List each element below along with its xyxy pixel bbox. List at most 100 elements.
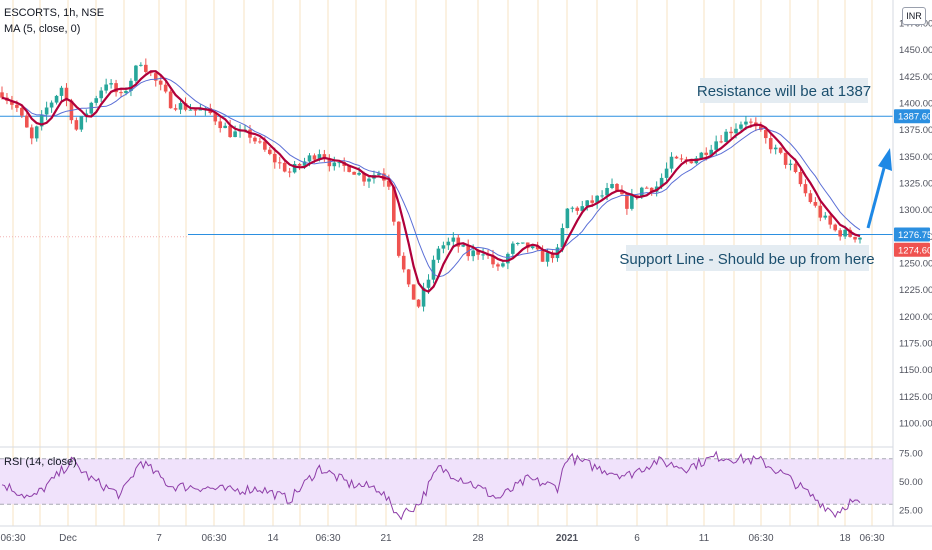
candle-body (163, 84, 168, 92)
candle-body (709, 149, 714, 155)
candle-body (352, 171, 356, 175)
candle-body (292, 164, 297, 173)
candle-body (511, 243, 515, 254)
price-tick-label: 1350.00 (899, 152, 932, 163)
candle-body (823, 215, 828, 218)
time-tick-label: 21 (380, 533, 392, 544)
candle-body (178, 103, 183, 110)
candle-body (590, 200, 594, 203)
price-axis[interactable] (893, 0, 932, 526)
candle-body (282, 162, 287, 172)
symbol-title[interactable]: ESCORTS, 1h, NSE (4, 7, 105, 19)
candle-body (496, 264, 500, 267)
candle-body (337, 162, 342, 164)
rsi-tick-label: 50.00 (899, 477, 923, 488)
candle-body (575, 207, 580, 211)
candle-body (798, 171, 803, 185)
candle-body (268, 149, 272, 154)
time-tick-label: 06:30 (201, 533, 226, 544)
candle-body (808, 193, 813, 203)
candle-body (828, 215, 833, 225)
time-tick-label: 06:30 (0, 533, 25, 544)
ma-line (1, 70, 861, 293)
price-tick-label: 1150.00 (899, 365, 932, 376)
price-tick-label: 1425.00 (899, 72, 932, 83)
candle-body (520, 242, 525, 244)
candle-body (272, 153, 277, 163)
candle-body (307, 155, 312, 162)
candle-body (322, 154, 327, 160)
candle-body (24, 115, 29, 128)
candle-body (625, 194, 629, 209)
arrow-head (878, 148, 892, 171)
candle-body (277, 162, 282, 164)
candle-body (630, 195, 634, 209)
ma-indicator-label[interactable]: MA (5, close, 0) (4, 23, 81, 35)
candle-body (704, 152, 709, 155)
candle-body (357, 172, 361, 175)
price-tick-label: 1125.00 (899, 392, 932, 403)
candle-body (168, 91, 173, 109)
candle-body (287, 171, 292, 173)
candle-body (763, 129, 768, 139)
price-tick-label: 1100.00 (899, 419, 932, 430)
candle-body (724, 131, 728, 142)
candle-body (34, 126, 39, 139)
time-axis-ticks[interactable]: 06:30 Dec 7 06:30 14 06:30 21 28 2021 6 11 06:30 18 0… (0, 533, 884, 544)
candle-body (20, 107, 24, 116)
rsi-line (1, 450, 861, 521)
resistance-annotation[interactable]: Resistance will be at 1387 (697, 78, 871, 103)
candle-body (109, 83, 113, 85)
resistance-price-tag: 1387.60 (898, 112, 932, 123)
candle-body (134, 65, 138, 81)
candle-body (193, 109, 198, 111)
candle-body (39, 114, 44, 127)
time-tick-label: 06:30 (748, 533, 773, 544)
up-arrow-icon[interactable] (866, 148, 892, 229)
support-annotation-bg (626, 245, 869, 271)
price-tick-label: 1325.00 (899, 179, 932, 190)
rsi-indicator-label[interactable]: RSI (14, close) (4, 456, 77, 468)
price-tick-label: 1200.00 (899, 312, 932, 323)
price-tick-label: 1300.00 (899, 205, 932, 216)
candle-body (644, 187, 649, 189)
support-annotation[interactable]: Support Line - Should be up from here (619, 245, 875, 271)
candle-body (669, 156, 674, 169)
candle-body (297, 164, 302, 166)
candle-body (560, 228, 565, 248)
candle-body (436, 248, 441, 260)
time-tick-label: 06:30 (315, 533, 340, 544)
candle-body (49, 102, 54, 108)
arrow-shaft (866, 167, 886, 229)
candle-body (198, 109, 203, 111)
candle-body (649, 187, 654, 192)
candle-body (54, 95, 59, 103)
candle-body (15, 104, 19, 108)
currency-badge[interactable]: INR (902, 7, 926, 25)
time-tick-label: 7 (156, 533, 162, 544)
candle-body (367, 178, 371, 182)
candle-body (59, 87, 64, 96)
candle-body (679, 158, 684, 160)
candle-body (223, 125, 227, 129)
time-tick-label: 14 (267, 533, 279, 544)
candle-body (99, 90, 103, 99)
candle-body (565, 208, 570, 229)
candle-body (401, 255, 406, 270)
candle-body (659, 177, 664, 187)
candle-body (605, 187, 609, 196)
candle-body (739, 124, 743, 129)
candle-body (600, 195, 604, 197)
resistance-annotation-text: Resistance will be at 1387 (697, 83, 871, 100)
candle-body (302, 161, 307, 166)
time-tick-label: 06:30 (859, 533, 884, 544)
last-price-tag-bg (894, 242, 930, 257)
candle-body (570, 207, 575, 209)
candle-body (858, 237, 862, 240)
support-annotation-text: Support Line - Should be up from here (619, 251, 874, 268)
time-tick-label: 18 (839, 533, 851, 544)
candle-body (317, 154, 322, 160)
candle-body (714, 141, 718, 150)
candle-body (183, 103, 188, 110)
